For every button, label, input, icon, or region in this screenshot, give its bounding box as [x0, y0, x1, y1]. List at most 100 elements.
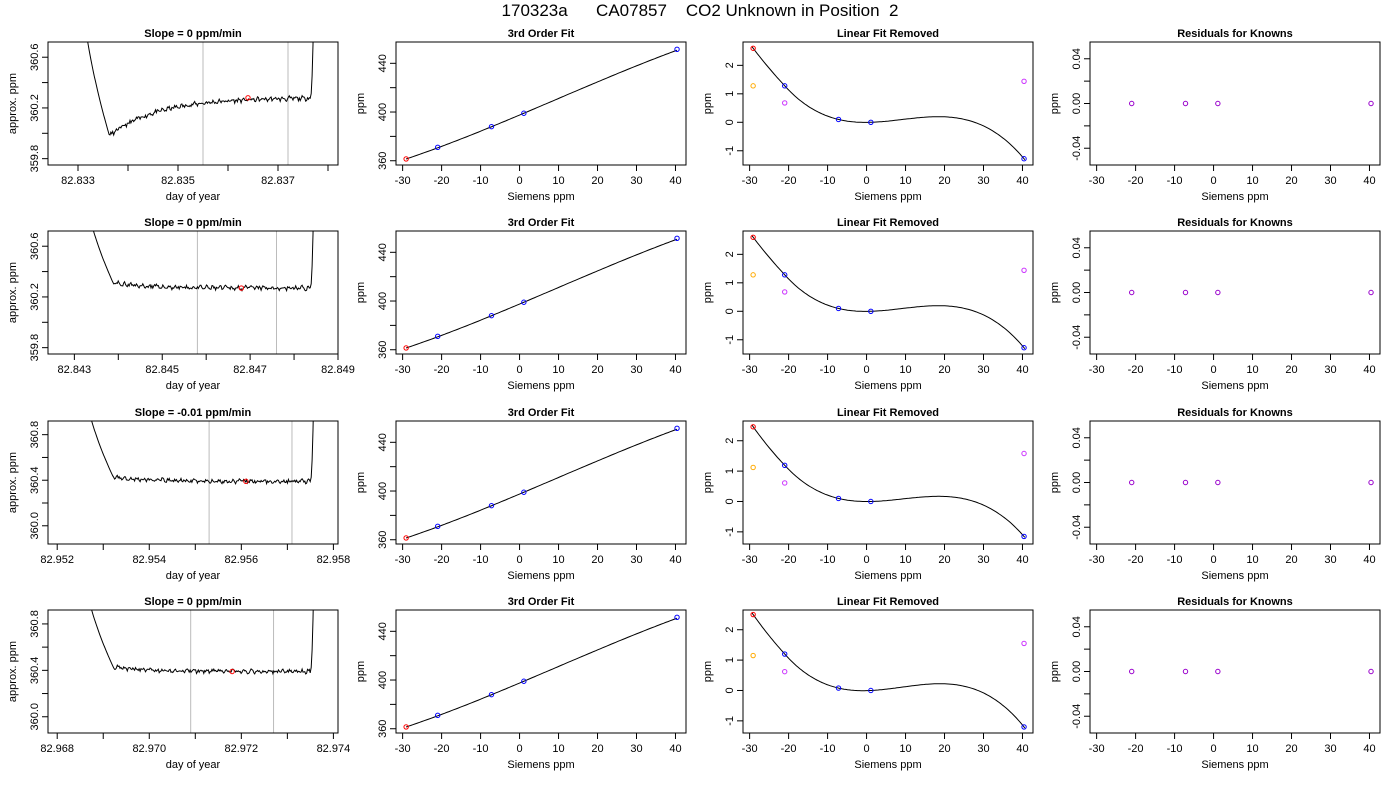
x-tick-label: -10	[473, 743, 489, 755]
unknown-point	[750, 234, 756, 240]
standard-point	[521, 678, 527, 684]
standard-point	[868, 687, 874, 694]
y-tick-label: 400	[377, 292, 389, 310]
panel-title: 3rd Order Fit	[508, 407, 575, 419]
x-tick-label: 82.958	[317, 554, 351, 566]
plot-area	[405, 49, 678, 160]
y-tick-label: -0.04	[1071, 136, 1083, 161]
y-tick-label: 0	[724, 308, 736, 314]
x-tick-label: 82.952	[40, 554, 74, 566]
unknown-point	[229, 668, 235, 675]
standard-point	[782, 272, 788, 278]
x-tick-label: 20	[938, 554, 950, 566]
x-tick-label: 20	[938, 743, 950, 755]
x-tick-label: -10	[1167, 175, 1183, 187]
x-tick-label: -20	[1128, 175, 1144, 187]
magenta-point	[782, 289, 788, 295]
x-axis-label: Siemens ppm	[854, 380, 921, 392]
panel-title: Slope = 0 ppm/min	[144, 217, 242, 229]
y-tick-label: 359.8	[29, 334, 41, 362]
x-tick-label: -10	[473, 554, 489, 566]
x-tick-label: -10	[1167, 743, 1183, 755]
x-tick-label: 0	[1210, 175, 1216, 187]
x-axis-label: Siemens ppm	[507, 570, 574, 582]
unknown-point	[750, 424, 756, 430]
x-tick-label: 30	[977, 743, 989, 755]
x-tick-label: 82.835	[161, 175, 195, 187]
y-tick-label: 0.04	[1071, 616, 1083, 637]
residual-point	[1215, 668, 1221, 675]
plot-frame	[47, 230, 339, 355]
x-axis-label: day of year	[166, 570, 221, 582]
standard-point	[488, 502, 495, 509]
standard-point	[1021, 533, 1027, 540]
x-tick-label: -30	[395, 175, 411, 187]
x-tick-label: 40	[1016, 743, 1028, 755]
residual-point	[1182, 668, 1189, 675]
residual-point	[1129, 479, 1135, 486]
y-tick-label: -1	[724, 527, 736, 537]
x-tick-label: 30	[1324, 364, 1336, 376]
panel-3-2: 3rd Order Fit -30 -20 -10 0 10 20 30 40 360 400 440…	[355, 407, 687, 582]
magenta-point	[1021, 450, 1027, 457]
y-axis-label: ppm	[355, 472, 367, 493]
magenta-point	[782, 668, 788, 675]
x-tick-label: 20	[591, 554, 603, 566]
fit-curve	[405, 238, 678, 349]
unknown-point	[403, 535, 409, 541]
plot-frame	[47, 609, 339, 734]
x-tick-label: -20	[1128, 743, 1144, 755]
standard-point	[868, 498, 874, 505]
magenta-point	[1021, 78, 1027, 84]
panel-title: 3rd Order Fit	[508, 596, 575, 608]
plot-area	[405, 238, 678, 349]
concentration-trace	[92, 231, 314, 293]
x-tick-label: 10	[552, 175, 564, 187]
x-tick-label: 10	[1246, 743, 1258, 755]
y-tick-label: 1	[724, 468, 736, 474]
panel-4-4: Residuals for Knowns -30 -20 -10 0 10 20 30 40 -0…	[1049, 596, 1381, 771]
plot-area	[405, 428, 678, 539]
x-tick-label: -10	[473, 364, 489, 376]
x-tick-label: 0	[863, 554, 869, 566]
x-tick-label: -10	[1167, 364, 1183, 376]
x-tick-label: 20	[591, 364, 603, 376]
y-tick-label: 0.00	[1071, 661, 1083, 682]
panel-title: 3rd Order Fit	[508, 217, 575, 229]
panel-3-1: Slope = -0.01 ppm/min 82.952 82.954 82.956 8…	[7, 407, 351, 582]
panel-title: Residuals for Knowns	[1177, 407, 1293, 419]
x-tick-label: 10	[552, 743, 564, 755]
x-tick-label: 40	[1016, 554, 1028, 566]
x-tick-label: -20	[781, 554, 797, 566]
y-tick-label: 2	[724, 62, 736, 68]
standard-point	[521, 110, 527, 116]
y-tick-label: 0	[724, 119, 736, 125]
x-tick-label: 40	[1016, 175, 1028, 187]
x-tick-label: -30	[1089, 175, 1105, 187]
panel-title: Residuals for Knowns	[1177, 217, 1293, 229]
plot-frame	[47, 41, 339, 166]
x-tick-label: 82.847	[233, 364, 267, 376]
x-tick-label: -30	[1089, 364, 1105, 376]
residual-point	[1129, 668, 1135, 675]
x-tick-label: -20	[1128, 364, 1144, 376]
x-tick-label: -30	[395, 554, 411, 566]
x-tick-label: -10	[820, 743, 836, 755]
magenta-point	[1021, 267, 1027, 273]
y-tick-label: -1	[724, 335, 736, 345]
plot-frame	[1089, 230, 1381, 355]
y-tick-label: 440	[377, 54, 389, 72]
y-tick-label: 0.00	[1071, 472, 1083, 493]
plot-area	[751, 46, 1026, 161]
y-axis-label: ppm	[702, 661, 714, 682]
x-tick-label: 10	[1246, 364, 1258, 376]
x-tick-label: 82.845	[145, 364, 179, 376]
x-tick-label: 0	[516, 175, 522, 187]
plot-frame	[742, 420, 1034, 545]
residual-point	[1368, 289, 1374, 296]
plot-area	[87, 42, 314, 165]
y-tick-label: -1	[724, 146, 736, 156]
x-tick-label: -30	[742, 364, 758, 376]
x-tick-label: 20	[1285, 554, 1297, 566]
